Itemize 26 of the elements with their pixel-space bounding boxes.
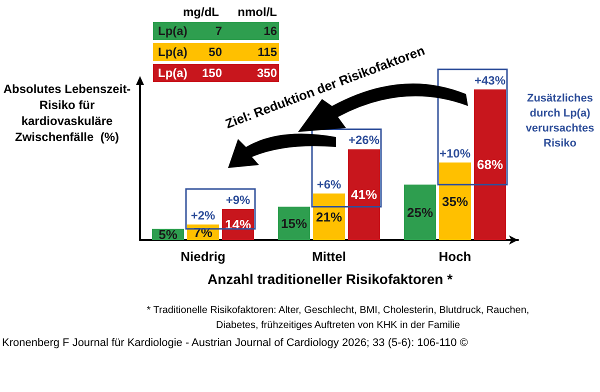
x-tick-label: Mittel — [312, 249, 346, 264]
annotation: +9% — [226, 193, 250, 207]
bar — [404, 184, 436, 240]
data-label: 5% — [158, 226, 178, 242]
y-axis-title: Absolutes Lebenszeit- Risiko für kardiovaskuläre Zwischenfälle (%) — [3, 82, 131, 144]
data-label: 21% — [316, 209, 342, 224]
text: * Traditionelle Risikofaktoren: Alter, Geschlecht, BMI, Cholesterin, Blutdruck, Rauchen, Diabetes, frühzeitiges Auftreten von KHK in der Familie — [146, 305, 530, 331]
data-label: 25% — [406, 204, 434, 220]
bar — [439, 162, 471, 240]
text: Zusätzliches durch Lp(a) verursachtes Risiko — [526, 92, 594, 150]
annotation: +26% — [348, 133, 380, 148]
data-label: 35% — [442, 194, 468, 209]
text: Kronenberg F Journal für Kardiologie - Austrian Journal of Cardiology 2026; 33 (5-6): 106-110 © — [2, 337, 468, 349]
annotation: +10% — [439, 146, 471, 160]
bar — [474, 89, 506, 240]
bar — [348, 149, 380, 240]
text: +43% — [474, 73, 506, 88]
data-label: 41% — [350, 187, 378, 202]
annotation: +2% — [190, 208, 216, 222]
annotation: +6% — [316, 178, 342, 192]
data-label: 68% — [476, 157, 504, 172]
value-table: mg/dL nmol/L Lp(a) 7 16 Lp(a) 50 115 Lp(a) 150 350 — [153, 4, 279, 82]
x-axis-title: Anzahl traditioneller Risikofaktoren * — [207, 271, 454, 287]
data-label: 15% — [280, 216, 308, 231]
x-tick-label: Niedrig — [180, 249, 226, 264]
x-tick-label: Hoch — [438, 249, 472, 264]
